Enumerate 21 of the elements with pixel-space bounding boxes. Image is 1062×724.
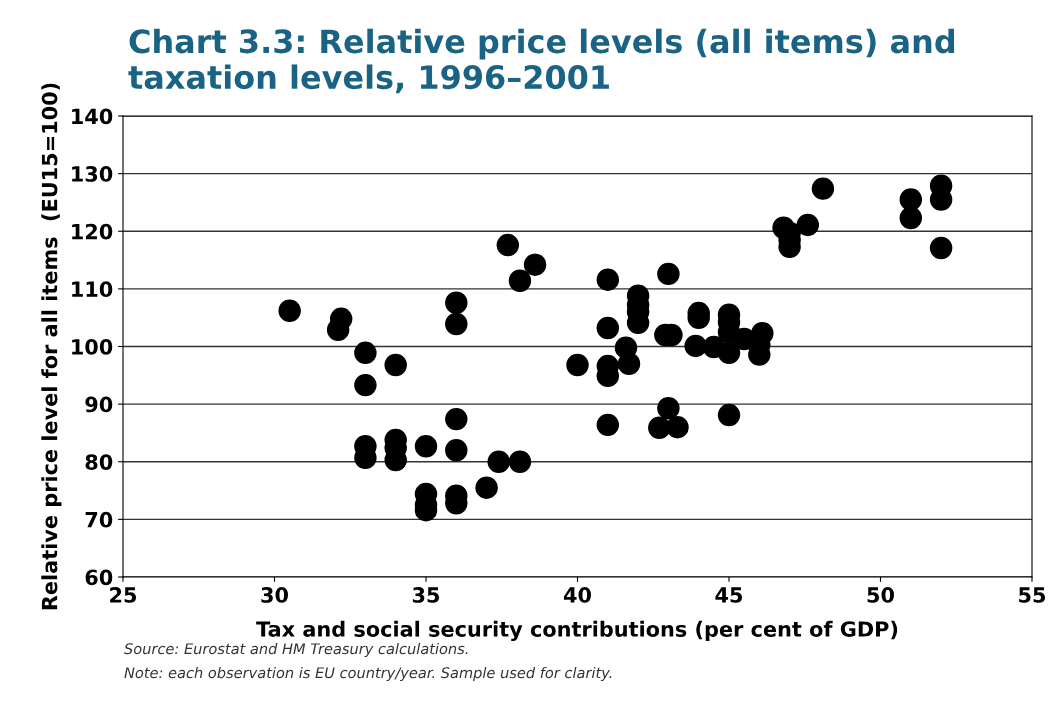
x-tick-label: 35 [412, 587, 440, 603]
y-tick-label: 100 [72, 338, 113, 355]
x-tick-label: 40 [563, 587, 591, 603]
y-tick-label: 70 [85, 511, 113, 528]
y-tick-label: 130 [72, 166, 113, 182]
x-tick-label: 45 [715, 587, 743, 603]
y-tick-label: 120 [72, 223, 113, 240]
y-tick-label: 90 [85, 396, 113, 413]
y-tick-label: 60 [85, 569, 113, 586]
y-tick-label: 80 [85, 454, 113, 470]
x-tick-label: 50 [867, 587, 894, 603]
x-axis-title: Tax and social security contributions (per cent of GDP) [256, 620, 898, 642]
source-note: Source: Eurostat and HM Treasury calculations. [124, 642, 468, 658]
text: Note: each observation is EU country/year. Sample used for clarity. [124, 666, 612, 682]
y-tick-label: 110 [72, 281, 113, 298]
x-tick-label: 25 [110, 587, 137, 603]
x-tick-label: 30 [261, 587, 288, 603]
chart-title: Chart 3.3: Relative price levels (all items) and taxation levels, 1996–2001 [128, 28, 955, 94]
y-tick-label: 140 [72, 108, 113, 125]
x-tick-label: 55 [1019, 587, 1046, 603]
y-axis-title: Relative price level for all items (EU15=100) [41, 83, 62, 610]
